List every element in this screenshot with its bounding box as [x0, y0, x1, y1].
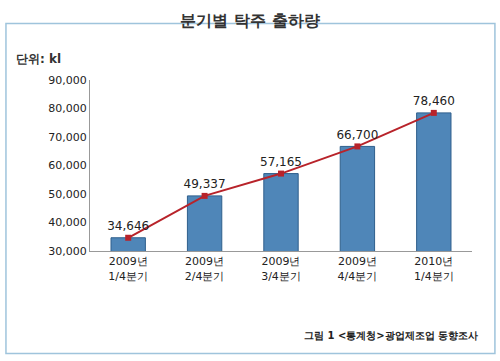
svg-text:2010년1/4분기: 2010년1/4분기	[414, 255, 454, 282]
svg-text:70,000: 70,000	[48, 131, 87, 144]
svg-text:50,000: 50,000	[48, 188, 87, 201]
svg-text:90,000: 90,000	[48, 74, 87, 87]
svg-text:49,337: 49,337	[184, 177, 226, 191]
svg-text:30,000: 30,000	[48, 245, 87, 258]
svg-text:분기별 탁주 출하량: 분기별 탁주 출하량	[180, 11, 319, 30]
svg-text:단위: kl: 단위: kl	[16, 52, 61, 66]
svg-text:2009년2/4분기: 2009년2/4분기	[185, 255, 225, 282]
svg-text:60,000: 60,000	[48, 159, 87, 172]
svg-text:57,165: 57,165	[260, 155, 302, 169]
svg-text:40,000: 40,000	[48, 216, 87, 229]
svg-text:2009년4/4분기: 2009년4/4분기	[338, 255, 378, 282]
svg-text:78,460: 78,460	[413, 94, 455, 108]
svg-text:34,646: 34,646	[107, 219, 149, 233]
svg-text:2009년3/4분기: 2009년3/4분기	[261, 255, 301, 282]
svg-text:2009년1/4분기: 2009년1/4분기	[108, 255, 148, 282]
svg-text:66,700: 66,700	[336, 128, 378, 142]
svg-text:그림 1 <통계청>광업제조업 동향조사: 그림 1 <통계청>광업제조업 동향조사	[304, 330, 478, 341]
svg-text:80,000: 80,000	[48, 102, 87, 115]
